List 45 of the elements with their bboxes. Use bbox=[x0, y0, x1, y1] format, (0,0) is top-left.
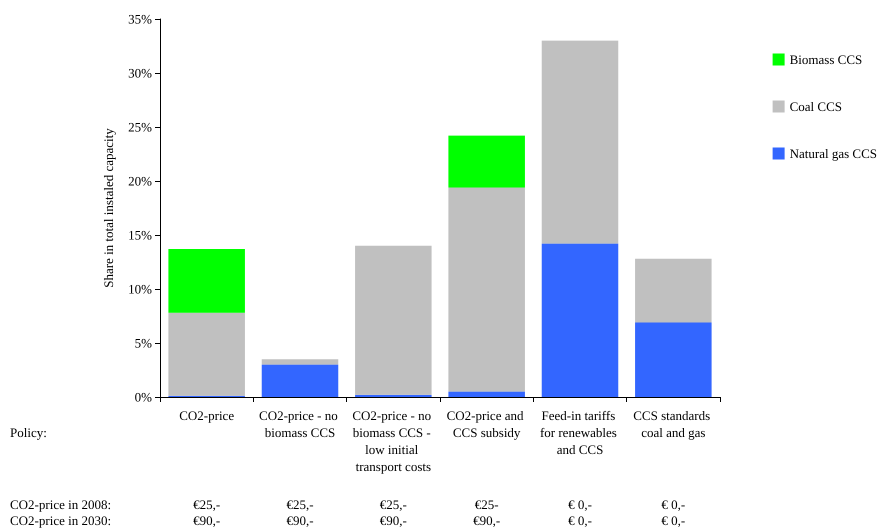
legend-label: Natural gas CCS bbox=[790, 146, 878, 161]
bar bbox=[355, 246, 432, 395]
y-tick-label: 5% bbox=[134, 336, 152, 350]
text: €25,- bbox=[286, 497, 314, 512]
bar bbox=[262, 359, 338, 365]
text: Policy: bbox=[10, 425, 47, 440]
text: €25- bbox=[474, 497, 499, 512]
x-tick-label: CO2-price bbox=[179, 408, 234, 423]
y-tick-label: 25% bbox=[128, 120, 152, 134]
text: €25,- bbox=[193, 497, 220, 512]
bar bbox=[542, 40, 618, 244]
bar bbox=[168, 249, 245, 313]
text: €90,- bbox=[380, 513, 407, 528]
text: €90,- bbox=[286, 513, 314, 528]
x-tick-label: CO2-price and CCS subsidy bbox=[446, 408, 527, 440]
text: €25,- bbox=[380, 497, 407, 512]
bar bbox=[168, 312, 245, 396]
text: CO2-price in 2008: bbox=[10, 497, 112, 512]
text: € 0,- bbox=[568, 497, 592, 512]
text: € 0,- bbox=[661, 497, 686, 512]
text: € 0,- bbox=[568, 513, 592, 528]
bar bbox=[542, 244, 618, 397]
bar bbox=[262, 364, 338, 397]
y-tick-label: 10% bbox=[128, 282, 152, 296]
y-tick-label: 35% bbox=[128, 12, 152, 26]
text: CO2-price in 2030: bbox=[10, 513, 112, 528]
text: €90,- bbox=[473, 513, 500, 528]
y-tick-label: 20% bbox=[128, 174, 152, 188]
legend-label: Coal CCS bbox=[790, 99, 842, 114]
bar bbox=[635, 322, 712, 397]
text: €90,- bbox=[193, 513, 220, 528]
bar bbox=[448, 136, 525, 188]
x-tick-label: CO2-price - no biomass CCS - low initial transport costs bbox=[352, 408, 434, 474]
x-tick-label: CCS standards coal and gas bbox=[633, 408, 714, 440]
text: € 0,- bbox=[661, 513, 686, 528]
bar bbox=[635, 258, 712, 322]
y-tick-label: 15% bbox=[128, 228, 152, 242]
x-tick-label: CO2-price - no biomass CCS bbox=[259, 408, 341, 440]
y-tick-label: 0% bbox=[134, 390, 152, 404]
y-axis-title: Share in total instaled capacity bbox=[101, 128, 116, 288]
legend-label: Biomass CCS bbox=[790, 52, 862, 67]
y-tick-label: 30% bbox=[128, 66, 152, 80]
bar bbox=[448, 187, 525, 392]
bar bbox=[448, 392, 525, 397]
x-tick-label: Feed-in tariffs for renewables and CCS bbox=[540, 408, 620, 457]
